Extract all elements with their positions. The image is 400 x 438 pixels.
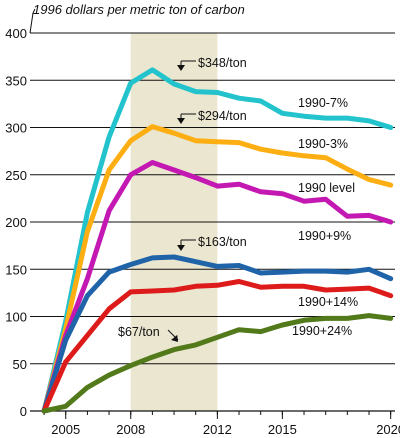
y-tick-label: 50 [13,357,27,372]
series-label: 1990-3% [298,137,348,151]
annotation-arrowhead [177,245,185,251]
x-tick-label: 2012 [203,422,232,437]
y-tick-label: 150 [5,262,27,277]
series-label: 1990+14% [298,295,358,309]
annotation: $67/ton [118,325,179,342]
y-tick-label: 100 [5,310,27,325]
annotation-label: $348/ton [198,56,247,70]
y-tick-label: 350 [5,73,27,88]
annotation: $348/ton [177,56,247,71]
annotation: $163/ton [177,235,247,251]
x-tick-label: 2020 [376,422,400,437]
x-tick-label: 2005 [51,422,80,437]
y-unit-connector [29,8,36,34]
y-tick-label: 200 [5,215,27,230]
y-tick-label: 300 [5,121,27,136]
series-line [41,124,394,414]
annotation-arrowhead [177,65,185,71]
series-line [41,67,394,414]
annotation-arrowhead [177,118,185,124]
y-tick-label: 400 [5,26,27,41]
x-tick-label: 2015 [268,422,297,437]
series-line [41,254,394,414]
annotation-arrowhead [171,334,178,342]
series-line [41,313,394,414]
y-tick-label: 0 [20,404,27,419]
y-axis-unit-label: 1996 dollars per metric ton of carbon [33,2,245,17]
annotation-label: $294/ton [198,109,247,123]
annotation: $294/ton [177,109,247,124]
series-line [41,279,394,414]
series-label: 1990+24% [292,324,352,338]
x-tick-label: 2008 [116,422,145,437]
annotation-label: $67/ton [118,325,160,339]
series-label: 1990+9% [298,229,351,243]
series-line [41,160,394,414]
y-tick-label: 250 [5,168,27,183]
annotation-label: $163/ton [198,235,247,249]
series-label: 1990 level [298,181,355,195]
series-label: 1990-7% [298,96,348,110]
